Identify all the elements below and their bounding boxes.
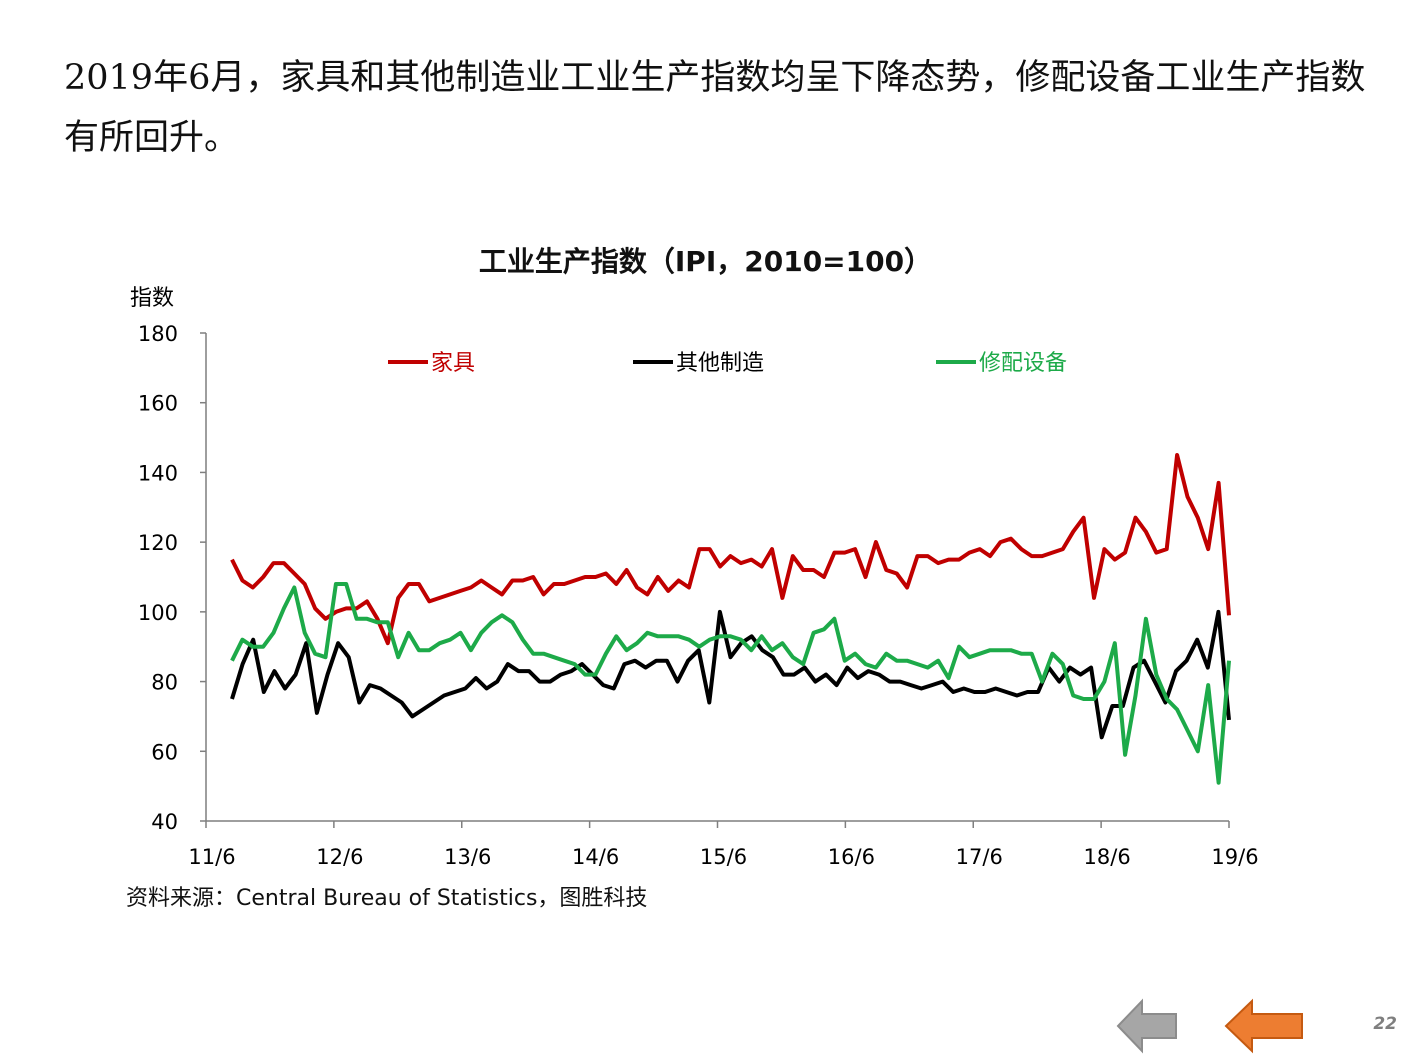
legend-label-2: 修配设备: [979, 351, 1067, 376]
series-line-0: [230, 453, 1231, 646]
y-tick-label: 80: [151, 671, 178, 695]
x-tick-label: 11/6: [188, 845, 235, 869]
y-tick-label: 120: [138, 531, 178, 555]
chart-title: 工业生产指数（IPI，2010=100）: [478, 245, 933, 278]
legend-label-0: 家具: [431, 351, 475, 376]
x-tick-label: 12/6: [316, 845, 363, 869]
series-line-2: [230, 582, 1231, 785]
series-line-1: [230, 609, 1231, 740]
headline: 2019年6月，家具和其他制造业工业生产指数均呈下降态势，修配设备工业生产指数有…: [64, 58, 1366, 158]
y-tick-label: 60: [151, 740, 178, 764]
x-tick-label: 17/6: [956, 845, 1003, 869]
x-tick-label: 16/6: [828, 845, 875, 869]
y-axis-label: 指数: [130, 286, 174, 311]
back-arrow-button[interactable]: [1114, 998, 1180, 1054]
x-tick-label: 15/6: [700, 845, 747, 869]
y-tick-label: 40: [151, 810, 178, 834]
x-tick-label: 13/6: [444, 845, 491, 869]
gray-left-arrow-icon: [1116, 998, 1177, 1054]
orange-left-arrow-icon: [1224, 998, 1303, 1054]
x-tick-label: 19/6: [1211, 845, 1258, 869]
chart: 指数 180 160 140 120 100 80 60 40 11/6 12/6 13/6 14/6 1…: [130, 286, 1259, 869]
y-tick-label: 100: [138, 601, 178, 625]
y-tick-label: 180: [138, 322, 178, 346]
next-arrow-button[interactable]: [1222, 998, 1306, 1054]
source-note: 资料来源：Central Bureau of Statistics，图胜科技: [126, 886, 648, 911]
legend-label-1: 其他制造: [676, 351, 764, 376]
x-tick-label: 18/6: [1084, 845, 1131, 869]
y-tick-label: 160: [138, 392, 178, 416]
x-tick-label: 14/6: [572, 845, 619, 869]
page-number: 22: [1373, 1014, 1397, 1034]
y-tick-label: 140: [138, 461, 178, 485]
